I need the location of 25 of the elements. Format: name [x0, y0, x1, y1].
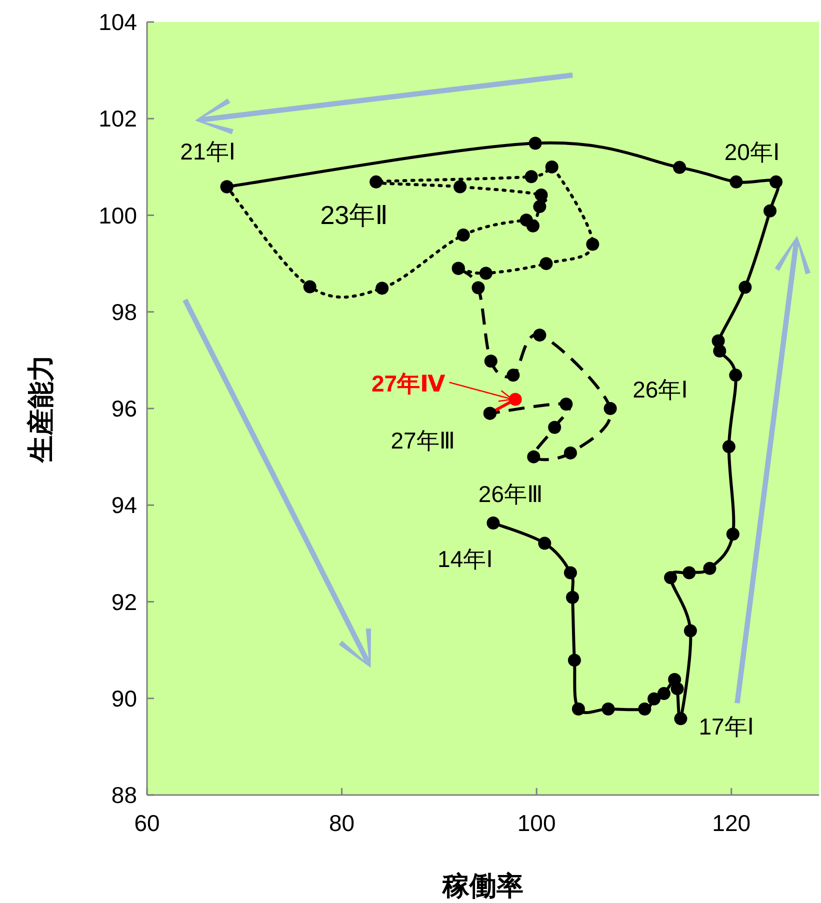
- annotation: 27年Ⅳ: [371, 370, 514, 402]
- y-tick-label: 92: [111, 588, 137, 615]
- y-tick-label: 88: [111, 782, 137, 808]
- y-tick-label: 90: [111, 685, 137, 712]
- y-tick-label: 102: [98, 106, 137, 132]
- annotation: 21年Ⅰ: [180, 138, 236, 165]
- y-axis-title: 生産能力: [26, 354, 56, 464]
- annotation: 27年Ⅳ: [371, 370, 446, 396]
- annotation: 14年Ⅰ: [438, 546, 493, 572]
- x-tick-label: 80: [328, 810, 355, 836]
- x-axis-title: 稼働率: [442, 871, 524, 901]
- x-tick-label: 120: [712, 810, 751, 836]
- y-tick-label: 104: [98, 9, 138, 35]
- annotation: 23年Ⅱ: [320, 200, 388, 230]
- annotation: 26年Ⅲ: [478, 480, 543, 507]
- y-tick-label: 100: [98, 202, 137, 228]
- y-tick-label: 98: [111, 298, 137, 325]
- annotation: 26年Ⅰ: [632, 376, 688, 402]
- x-tick-label: 60: [134, 810, 160, 836]
- x-tick-label: 100: [517, 810, 556, 836]
- annotation: 17年Ⅰ: [698, 714, 754, 740]
- y-tick-label: 96: [111, 396, 137, 422]
- y-tick-label: 94: [111, 492, 138, 518]
- annotation: 20年Ⅰ: [724, 138, 780, 165]
- annotation: 27年Ⅲ: [390, 427, 456, 454]
